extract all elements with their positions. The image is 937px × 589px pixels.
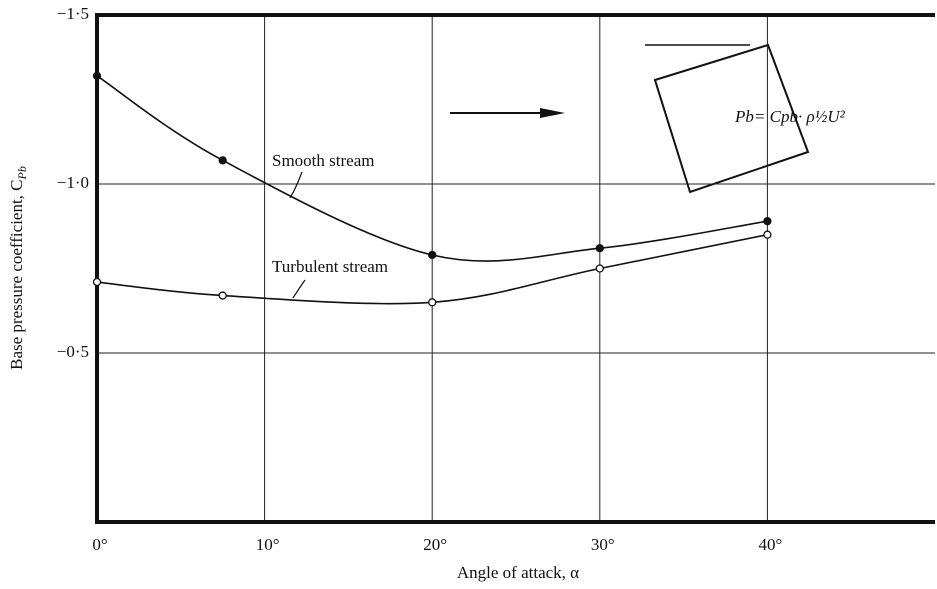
x-axis-label: Angle of attack, α [457, 563, 579, 582]
data-point [428, 250, 437, 260]
inset-body [653, 43, 810, 194]
y-axis-label-subscript: Pb [15, 166, 29, 180]
formula: Pb= Cpb· ρ½U² [734, 107, 846, 126]
flow-arrow-head [540, 108, 565, 118]
y-tick-label: −1·0 [57, 173, 89, 192]
y-tick-label: −0·5 [57, 342, 89, 361]
y-axis-label: Base pressure coefficient, CPb [7, 166, 29, 370]
data-point [595, 264, 604, 273]
x-tick-label: 20° [423, 535, 447, 554]
data-point [595, 244, 604, 253]
data-point [218, 291, 227, 300]
plot-frame [95, 13, 935, 524]
x-tick-label: 40° [758, 535, 782, 554]
data-point [763, 217, 772, 226]
y-axis-label-text: Base pressure coefficient, C [7, 179, 26, 369]
x-tick-label: 10° [256, 535, 280, 554]
data-point [92, 277, 102, 287]
data-point [92, 71, 102, 80]
data-point [763, 230, 772, 239]
y-tick-label: −1·5 [57, 4, 89, 23]
leader-line [292, 279, 306, 299]
series-label: Smooth stream [272, 151, 374, 170]
x-tick-label: 30° [591, 535, 615, 554]
leader-line [289, 171, 303, 199]
data-point [428, 298, 437, 307]
x-tick-label: 0° [92, 535, 107, 554]
series-label: Turbulent stream [272, 257, 388, 276]
data-point [218, 156, 227, 165]
